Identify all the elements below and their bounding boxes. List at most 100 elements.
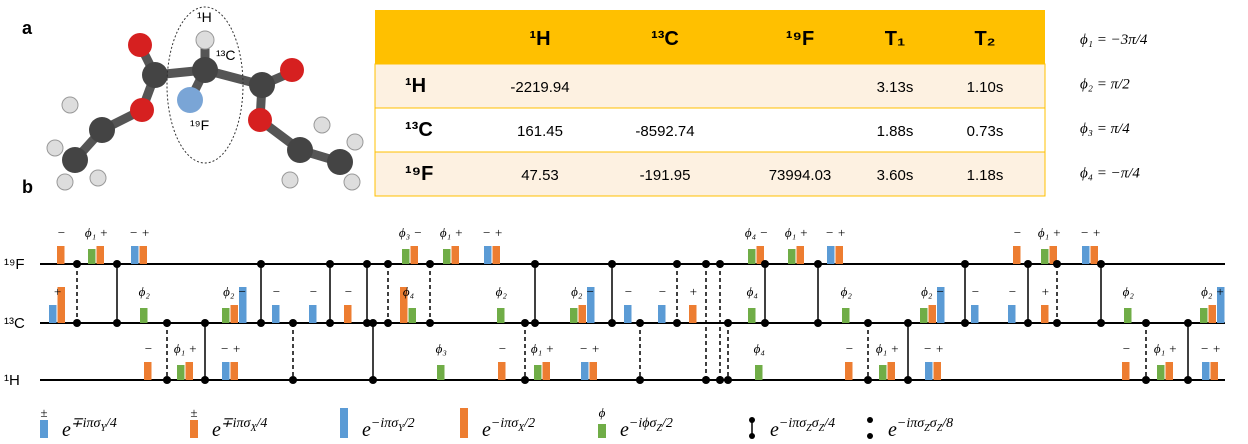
coupling-dot [961, 319, 969, 327]
pulse-label: ϕ₂ − [571, 284, 594, 299]
legend-subscript: Z [937, 423, 943, 434]
legend-subscript: Z [806, 423, 812, 434]
pulse [1008, 305, 1016, 323]
atom-label: ¹⁹F [190, 117, 209, 133]
legend-exponent: ∓iπσ [221, 416, 252, 431]
pulse [589, 362, 597, 380]
atom-label: ¹H [197, 9, 212, 25]
legend-exponent: σ [812, 416, 820, 431]
pulse [139, 246, 147, 264]
pulse [230, 305, 238, 323]
table-cell: 1.10s [967, 79, 1004, 96]
table-cell: -8592.74 [635, 123, 694, 140]
pulse [756, 246, 764, 264]
pulse [581, 362, 589, 380]
pulse-label: ϕ₁ + [85, 225, 108, 240]
coupling-dot [724, 319, 732, 327]
pulse [1122, 362, 1130, 380]
pulse [1210, 362, 1218, 380]
pulse-sequence: ¹⁹F − ϕ₁ + − + ϕ₃ − ϕ₁ + − + ϕ₄ − ϕ₁ + − + − ϕ₁ + − … [4, 225, 1225, 389]
table-cell: 0.73s [967, 123, 1004, 140]
pulse [49, 305, 57, 323]
coupling-dot [384, 319, 392, 327]
pulse [57, 246, 65, 264]
pulse [230, 362, 238, 380]
pulse [57, 287, 65, 323]
pulse [887, 362, 895, 380]
coupling-dot [864, 319, 872, 327]
panel-label: b [22, 177, 33, 197]
coupling-dot [1184, 376, 1192, 384]
pulse-label: ϕ₂ [1123, 284, 1135, 299]
coupling-dot [814, 260, 822, 268]
legend-exponent: /4 [105, 416, 117, 431]
pulse [827, 246, 835, 264]
legend-subscript: Z [819, 423, 825, 434]
pulse-label: + [689, 284, 698, 299]
pulse [658, 305, 666, 323]
coupling-dot [716, 376, 724, 384]
pulse-label: − [309, 284, 318, 299]
pulse-label: ϕ₂ − [921, 284, 944, 299]
legend-exponent: −iπσ [779, 416, 807, 431]
legend-base: e [482, 419, 491, 441]
coupling-dot [369, 376, 377, 384]
pulse-label: ϕ₁ + [531, 341, 554, 356]
pulse-label: ϕ₃ − [399, 225, 422, 240]
table-cell: 73994.03 [769, 167, 832, 184]
legend-exponent: /4 [256, 416, 268, 431]
legend-subscript: Z [924, 423, 930, 434]
table-header: ¹³C [651, 28, 679, 50]
qubit-label: ¹⁹F [4, 256, 25, 273]
coupling-dot [814, 319, 822, 327]
pulse [925, 362, 933, 380]
legend-subscript: X [249, 423, 257, 434]
coupling-dot [1097, 319, 1105, 327]
legend-swatch [40, 420, 48, 438]
pulse [835, 246, 843, 264]
pulse-label: − + [482, 225, 503, 240]
pulse-label: − [624, 284, 633, 299]
pulse-label: − + [1200, 341, 1221, 356]
legend-base: e [620, 419, 629, 441]
table-cell: -191.95 [640, 167, 691, 184]
pulse [570, 308, 578, 323]
pulse-label: ϕ₂ [139, 284, 151, 299]
pulse-label: − [971, 284, 980, 299]
pulse [185, 362, 193, 380]
table-header: ¹H [529, 28, 550, 50]
pulse [484, 246, 492, 264]
table: ¹H ¹³C ¹⁹F T₁ T₂ ¹H -2219.94 3.13s 1.10s ¹³C 161.4… [374, 10, 1046, 197]
pulse [1041, 305, 1049, 323]
legend-label: e∓iπσY/4 [62, 416, 117, 441]
pulse [222, 308, 230, 323]
coupling-dot [673, 260, 681, 268]
pulse [1165, 362, 1173, 380]
pulse-label: + [1041, 284, 1050, 299]
pulse [492, 246, 500, 264]
coupling-dot [636, 376, 644, 384]
coupling-dot [163, 376, 171, 384]
legend-symbol: ± [190, 405, 197, 420]
pulse [222, 362, 230, 380]
legend-base: e [770, 419, 779, 441]
legend-exponent: /8 [941, 416, 953, 431]
pulse [177, 365, 185, 380]
coupling-dot [864, 376, 872, 384]
coupling-dot [761, 319, 769, 327]
pulse-label: ϕ₁ + [1154, 341, 1177, 356]
pulse-label: − [658, 284, 667, 299]
pulse-label: ϕ₁ + [1038, 225, 1061, 240]
pulse-label: − [845, 341, 854, 356]
pulse-label: − [57, 225, 66, 240]
coupling-dot [73, 319, 81, 327]
pulse [402, 249, 410, 264]
pulse [443, 249, 451, 264]
coupling-dot [426, 260, 434, 268]
coupling-dot [608, 260, 616, 268]
table-row-header: ¹⁹F [405, 163, 433, 185]
pulse [1217, 287, 1225, 323]
legend-swatch [190, 420, 198, 438]
coupling-dot [521, 319, 529, 327]
